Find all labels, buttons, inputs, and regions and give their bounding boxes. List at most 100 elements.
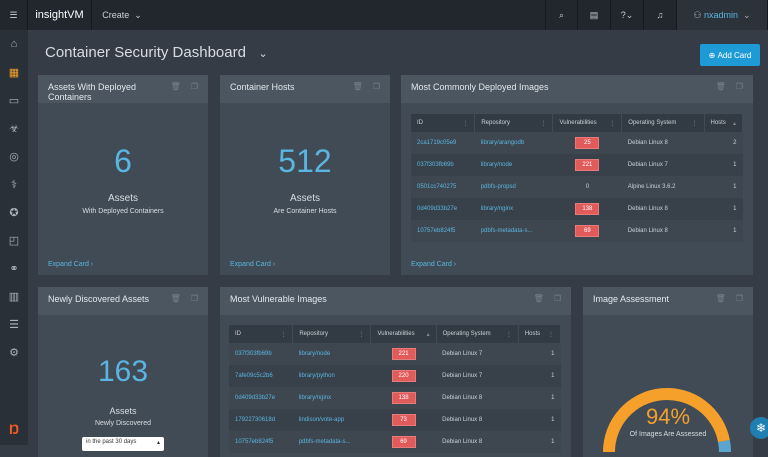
metric-sublabel: Are Container Hosts [273,208,337,215]
column-header[interactable]: Operating System ⋮ [436,325,519,343]
table-row[interactable]: 17922730618d lindison/vote-app 73 Debian Li… [229,409,561,431]
repository-link[interactable]: lindison/vote-app [292,409,371,431]
time-range-select[interactable]: in the past 30 days ▴ [82,437,164,451]
table-row[interactable]: 037f303fb69b library/node 221 Debian Linux … [229,343,561,365]
repository-link[interactable]: library/nginx [474,198,553,220]
repository-link[interactable]: pdbfs-propsd [474,176,553,198]
column-header[interactable]: ID ⋮ [229,325,294,343]
column-header[interactable]: Repository ⋮ [474,114,554,132]
remediation-icon[interactable]: ⚕ [11,178,17,191]
settings-icon[interactable]: ⚙ [9,346,19,359]
repository-link[interactable]: library/node [474,154,553,176]
image-id-link[interactable]: 0501cc740275 [411,176,475,198]
trash-icon[interactable]: 🗑 [715,294,726,303]
repository-link[interactable]: library/arangodb [474,132,553,154]
home-icon[interactable]: ⌂ [10,38,18,50]
repository-link[interactable]: library/nginx [292,387,371,409]
column-header[interactable]: ID ⋮ [411,114,476,132]
copy-icon[interactable]: ❐ [735,294,743,303]
copy-icon[interactable]: ❐ [553,294,561,303]
table-row[interactable]: 037f303fb69b library/node 221 Debian Linux … [411,154,743,176]
link-icon[interactable]: ⚭ [9,262,19,275]
expand-card-link[interactable]: Expand Card › [411,261,457,268]
column-header[interactable]: Vulnerabilities ⋮ [552,114,623,132]
copy-icon[interactable]: ❐ [735,82,743,91]
user-menu[interactable]: ⚇ nxadmin ⌄ [677,0,768,30]
list-icon[interactable]: ☰ [9,318,19,331]
gauge-label: Of Images Are Assessed [629,431,707,438]
award-icon[interactable]: ✪ [9,206,19,219]
image-id-link[interactable]: 7afe09c5c2b6 [229,365,293,387]
add-card-button[interactable]: ⊕ Add Card [700,44,760,66]
menu-icon[interactable]: ☰ [0,0,28,30]
table-row[interactable]: 10757eb824f5 pdbfs-metadata-s... 69 Debian … [411,220,743,242]
copy-icon[interactable]: ❐ [190,294,198,303]
expand-card-link[interactable]: Expand Card › [230,261,276,268]
table-row[interactable]: 0501cc740275 pdbfs-propsd 0 Alpine Linux 3.… [411,176,743,198]
metric-label: Assets [109,406,137,416]
reports-icon[interactable]: ▥ [8,290,20,303]
repository-link[interactable]: pdbfs-metadata-s... [474,220,553,242]
compass-icon[interactable]: ◎ [9,150,19,163]
vulnerability-badge: 221 [575,159,600,171]
dashboard-icon[interactable]: ▦ [8,66,20,79]
hosts-cell: 1 [518,343,561,365]
trash-icon[interactable]: 🗑 [170,294,181,303]
table-row[interactable]: 10757eb824f5 pdbfs-metadata-s... 69 Debian … [229,431,561,453]
username: nxadmin [703,10,739,20]
image-id-link[interactable]: 0d409d33b27e [411,198,475,220]
hosts-cell: 1 [704,176,743,198]
repository-link[interactable]: library/python [292,365,371,387]
image-id-link[interactable]: 037f303fb69b [229,343,293,365]
image-id-link[interactable]: 17922730618d [229,409,293,431]
biohazard-icon[interactable]: ☣ [9,122,19,135]
copy-icon[interactable]: ❐ [190,82,198,91]
trash-icon[interactable]: 🗑 [170,82,181,91]
plus-circle-icon: ⊕ [708,50,718,60]
trash-icon[interactable]: 🗑 [533,294,544,303]
copy-icon[interactable]: ❐ [372,82,380,91]
hosts-cell: 1 [704,198,743,220]
card-title: Assets With Deployed Containers [48,82,137,102]
column-header[interactable]: Operating System ⋮ [621,114,705,132]
repository-link[interactable]: pdbfs-metadata-s... [292,431,371,453]
table-row[interactable]: 0d409d33b27e library/nginx 138 Debian Linux… [411,198,743,220]
image-id-link[interactable]: 0d409d33b27e [229,387,293,409]
table-row[interactable]: 0d409d33b27e library/nginx 138 Debian Linux… [229,387,561,409]
card-title: Image Assessment [593,294,670,304]
help-widget-button[interactable]: ❄ [750,417,768,439]
image-id-link[interactable]: 10757eb824f5 [229,431,293,453]
gauge-unassessed-arc [718,440,731,453]
card-image-assessment: Image Assessment 🗑 ❐ 94% Of Images Are Ass… [583,287,753,457]
page-title[interactable]: Container Security Dashboard ⌄ [45,44,268,61]
card-title: Newly Discovered Assets [48,294,150,304]
monitor-icon[interactable]: ▭ [8,94,20,107]
card-container-hosts: Container Hosts 🗑 ❐ 512 Assets Are Contain… [220,75,390,275]
expand-card-link[interactable]: Expand Card › [48,261,94,268]
vulnerability-badge: 138 [575,203,600,215]
vulnerability-badge: 73 [391,414,416,426]
image-id-link[interactable]: 10757eb824f5 [411,220,475,242]
chart-icon[interactable]: ◰ [8,234,20,247]
card-title: Most Commonly Deployed Images [411,82,549,92]
vulnerability-badge: 220 [391,370,416,382]
image-id-link[interactable]: 037f303fb69b [411,154,475,176]
column-header[interactable]: Vulnerabilities ▴ [370,325,437,343]
repository-link[interactable]: library/node [292,343,371,365]
image-id-link[interactable]: 2ca1719c05e9 [411,132,475,154]
create-label: Create [102,10,130,20]
calculator-icon[interactable]: ▤ [578,0,611,30]
trash-icon[interactable]: 🗑 [352,82,363,91]
trash-icon[interactable]: 🗑 [715,82,726,91]
search-icon[interactable]: ⌕ [545,0,578,30]
help-icon[interactable]: ?⌄ [611,0,644,30]
table-row[interactable]: 2ca1719c05e9 library/arangodb 25 Debian Lin… [411,132,743,154]
bell-icon[interactable]: ♫ [644,0,677,30]
column-header[interactable]: Repository ⋮ [292,325,372,343]
column-header[interactable]: Hosts ▴ [704,114,743,132]
column-header[interactable]: Hosts ⋮ [518,325,562,343]
hosts-cell: 2 [704,132,743,154]
table-row[interactable]: 7afe09c5c2b6 library/python 220 Debian Linu… [229,365,561,387]
sidebar: ⌂ ▦ ▭ ☣ ◎ ⚕ ✪ ◰ ⚭ ▥ ☰ ⚙ Ŋ [0,30,28,445]
create-menu[interactable]: Create ⌄ [92,0,152,30]
